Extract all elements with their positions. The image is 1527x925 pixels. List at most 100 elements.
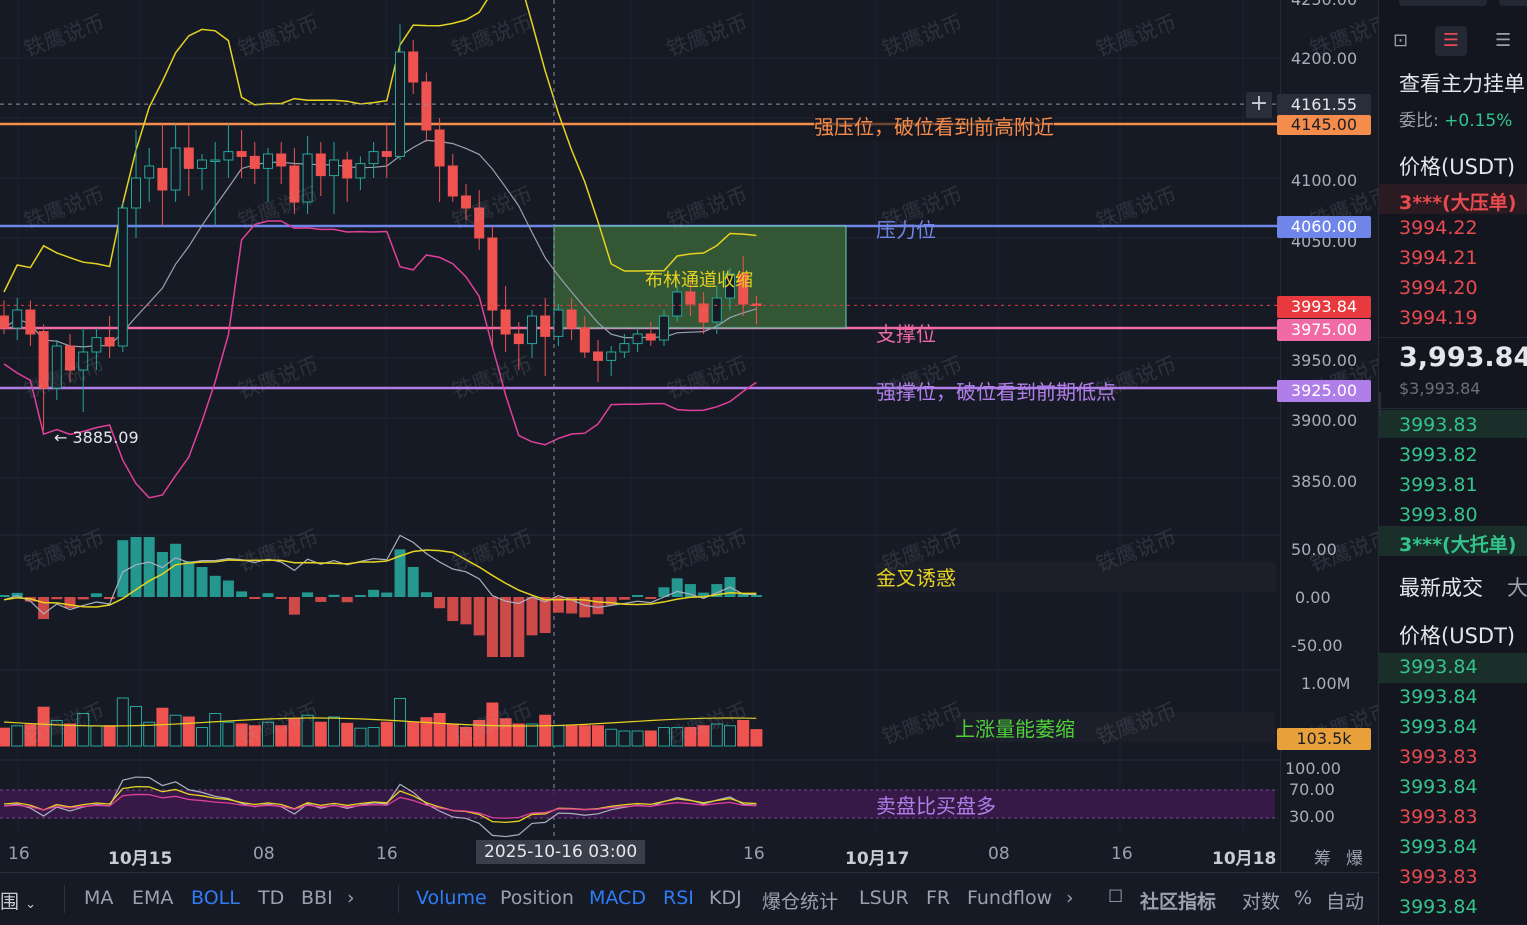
- volume-bar: [182, 716, 195, 747]
- indicator-kdj[interactable]: KDJ: [709, 887, 742, 909]
- main-orders-title[interactable]: 查看主力挂单: [1399, 72, 1525, 96]
- macd-bar: [262, 593, 274, 597]
- panel-collapse-handle[interactable]: ›: [1379, 392, 1381, 416]
- candle-body: [329, 159, 339, 177]
- indicator-lsur[interactable]: LSUR: [859, 887, 909, 909]
- macd-bar: [117, 540, 129, 597]
- bid-price[interactable]: 3993.81: [1399, 474, 1478, 496]
- divider: [398, 885, 399, 913]
- percent-scale-toggle[interactable]: %: [1294, 887, 1313, 909]
- indicator-liquidation[interactable]: 爆仓统计: [762, 891, 839, 913]
- layout-bids-icon[interactable]: ☰: [1495, 30, 1512, 51]
- macd-bar: [315, 597, 327, 602]
- order-book-panel: ⊡ ☰ ☰ 查看主力挂单 委比: +0.15% 价格(USDT) 3***(大压…: [1378, 0, 1527, 924]
- indicator-fr[interactable]: FR: [926, 887, 951, 909]
- candle-body: [263, 153, 273, 169]
- recent-trades-tab[interactable]: 最新成交: [1399, 576, 1483, 600]
- volume-bar: [499, 718, 512, 747]
- indicator-td[interactable]: TD: [258, 887, 285, 909]
- macd-bar: [143, 537, 155, 597]
- bid-price[interactable]: 3993.82: [1399, 444, 1478, 466]
- annotation-bg: [955, 712, 1275, 742]
- macd-label: 0.00: [1295, 588, 1331, 607]
- layout-asks-icon[interactable]: ☰: [1435, 26, 1467, 56]
- macd-bar: [684, 584, 696, 597]
- volume-bar: [50, 720, 63, 747]
- volume-bar: [116, 697, 129, 747]
- chip-tool-button[interactable]: 筹: [1314, 849, 1331, 869]
- macd-bar: [618, 597, 630, 600]
- volume-bar: [671, 727, 684, 747]
- macd-bar: [77, 597, 89, 600]
- macd-bar: [605, 597, 617, 606]
- crosshair-add-button[interactable]: +: [1246, 92, 1272, 118]
- candle-body: [461, 195, 471, 209]
- big-bid-row[interactable]: [1379, 526, 1527, 556]
- big-ask-row[interactable]: [1379, 184, 1527, 214]
- candle-body: [236, 151, 247, 157]
- panel-tab[interactable]: [1399, 0, 1487, 6]
- liquidation-tool-button[interactable]: 爆: [1346, 849, 1363, 869]
- macd-bar: [473, 597, 485, 636]
- bid-price[interactable]: 3993.83: [1399, 414, 1478, 436]
- macd-bar: [460, 597, 472, 625]
- candle-body: [632, 333, 643, 345]
- big-trades-tab[interactable]: 大: [1507, 576, 1527, 600]
- volume-bar: [328, 716, 340, 747]
- indicator-rsi[interactable]: RSI: [663, 887, 694, 909]
- auto-scale-toggle[interactable]: 自动: [1326, 891, 1365, 913]
- ask-price[interactable]: 3994.21: [1399, 247, 1478, 269]
- volume-bar: [209, 713, 222, 747]
- layout-both-icon[interactable]: ⊡: [1393, 30, 1409, 51]
- volume-bar: [248, 725, 261, 747]
- macd-bar: [486, 597, 498, 657]
- indicator-ema[interactable]: EMA: [132, 887, 174, 909]
- indicator-ma[interactable]: MA: [84, 887, 114, 909]
- time-label: 08: [253, 844, 275, 864]
- ask-price[interactable]: 3994.20: [1399, 277, 1478, 299]
- volume-bar: [380, 721, 393, 747]
- indicator-fundflow[interactable]: Fundflow: [967, 887, 1053, 909]
- macd-bar: [354, 595, 366, 597]
- indicator-bbi[interactable]: BBI: [301, 887, 333, 909]
- indicator-bar: 围 ⌄ MA EMA BOLL TD BBI › Volume Position…: [0, 872, 1378, 925]
- chevron-right-icon[interactable]: ›: [1066, 887, 1074, 909]
- divider: [64, 885, 65, 913]
- big-bid-label: 3***(大托单): [1399, 534, 1517, 556]
- volume-bar: [0, 727, 10, 747]
- indicator-position[interactable]: Position: [500, 887, 574, 909]
- trade-price: 3993.84: [1399, 896, 1478, 918]
- macd-label: -50.00: [1291, 636, 1343, 655]
- crosshair-time-tag: 2025-10-16 03:00: [476, 840, 646, 864]
- candle-body: [289, 165, 300, 203]
- indicator-volume[interactable]: Volume: [416, 887, 487, 909]
- log-scale-toggle[interactable]: 对数: [1242, 891, 1281, 913]
- macd-bar: [447, 597, 459, 622]
- candlestick-chart[interactable]: [0, 0, 1280, 872]
- trades-price-header: 价格(USDT): [1399, 624, 1516, 648]
- volume-bar: [605, 728, 618, 747]
- boll-note: 布林通道收缩: [645, 270, 753, 291]
- macd-bar: [209, 575, 221, 597]
- volume-bar: [446, 723, 459, 747]
- edit-icon[interactable]: ☐: [1108, 887, 1124, 907]
- candle-body: [170, 147, 181, 191]
- price-axis[interactable]: 4250.00 4200.00 4100.00 4050.00 3950.00 …: [1277, 0, 1379, 872]
- volume-bar: [473, 720, 486, 747]
- candle-body: [104, 337, 115, 347]
- chevron-right-icon[interactable]: ›: [347, 887, 355, 909]
- ask-price[interactable]: 3994.22: [1399, 217, 1478, 239]
- candle-body: [672, 291, 683, 317]
- macd-bar: [500, 597, 512, 657]
- indicator-boll[interactable]: BOLL: [191, 887, 240, 909]
- community-indicators-button[interactable]: 社区指标: [1140, 891, 1217, 913]
- panel-tab[interactable]: [1499, 0, 1527, 6]
- macd-bar: [566, 597, 578, 614]
- volume-bar: [90, 725, 103, 747]
- interval-selector[interactable]: 围 ⌄: [0, 887, 36, 914]
- volume-bar: [143, 721, 156, 747]
- bid-price[interactable]: 3993.80: [1399, 504, 1478, 526]
- ask-price[interactable]: 3994.19: [1399, 307, 1478, 329]
- volume-bar: [433, 713, 446, 747]
- indicator-macd[interactable]: MACD: [589, 887, 646, 909]
